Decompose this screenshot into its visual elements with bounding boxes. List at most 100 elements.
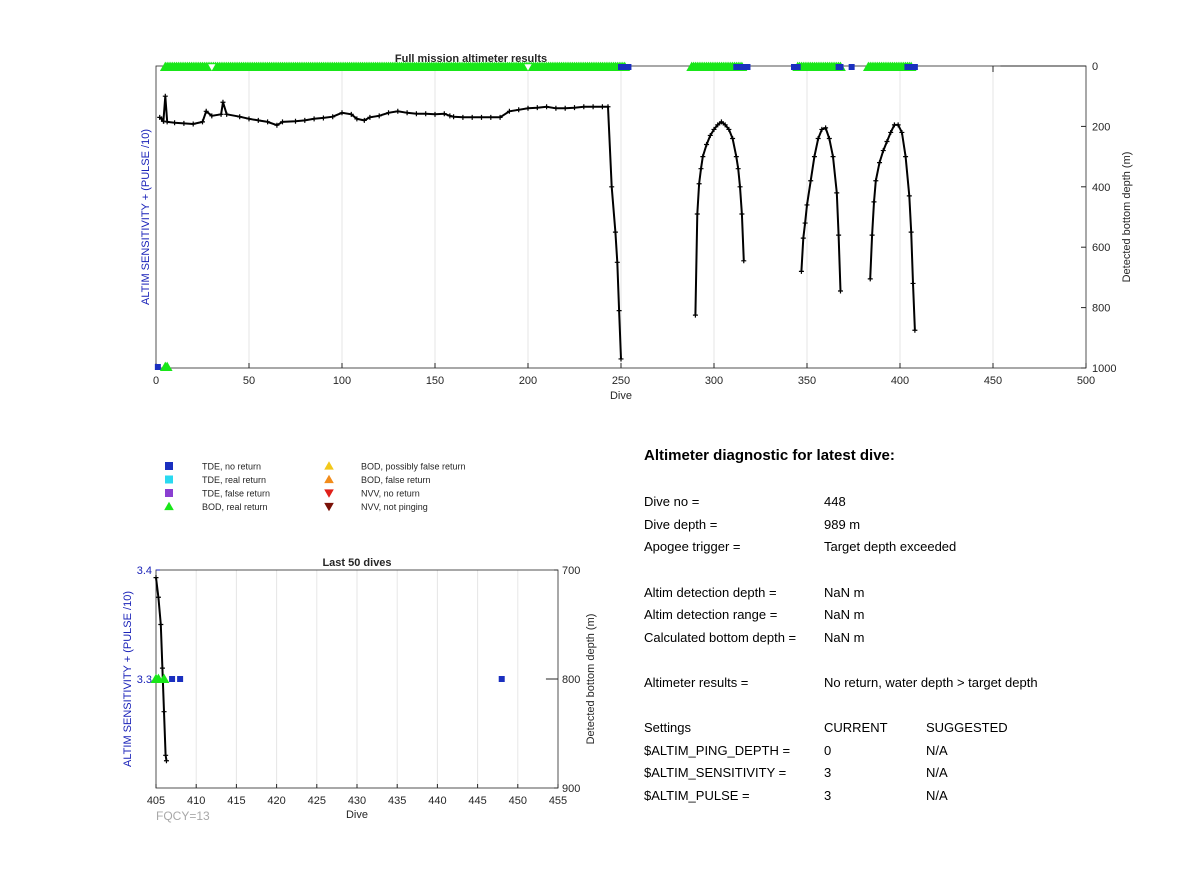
depth-point-marker <box>804 202 810 208</box>
depth-point-marker <box>413 111 419 117</box>
x-axis-label: Dive <box>610 390 632 402</box>
depth-point-marker <box>869 232 875 238</box>
x-tick-label: 445 <box>468 795 486 807</box>
x-tick-label: 425 <box>308 795 326 807</box>
depth-point-marker <box>895 122 901 128</box>
depth-series-line <box>800 126 842 292</box>
depth-point-marker <box>823 125 829 131</box>
depth-point-marker <box>739 211 745 217</box>
legend-marker <box>324 489 334 498</box>
calculated-bottom-depth-label: Calculated bottom depth = <box>644 630 797 645</box>
depth-point-marker <box>534 105 540 111</box>
y-left-tick-label: 3.3 <box>137 674 152 686</box>
depth-point-marker <box>826 135 832 141</box>
depth-point-marker <box>704 142 710 148</box>
dive-depth-value: 989 m <box>824 517 861 532</box>
depth-point-marker <box>873 178 879 184</box>
depth-point-marker <box>735 166 741 172</box>
depth-point-marker <box>544 104 550 110</box>
depth-point-marker <box>163 752 169 758</box>
depth-point-marker <box>562 105 568 111</box>
altimeter-results-value: No return, water depth > target depth <box>824 675 1038 690</box>
depth-point-marker <box>279 119 285 125</box>
depth-point-marker <box>733 154 739 160</box>
last-50-dives-chart: 405 410 415 420 425 430 435 440 445 450 455 Dive 700… <box>122 557 597 821</box>
x-tick-label: 50 <box>243 375 255 387</box>
depth-point-marker <box>451 114 457 120</box>
x-axis-label: Dive <box>346 809 368 821</box>
y-left-tick-label: 3.4 <box>137 565 152 577</box>
depth-point-marker <box>404 110 410 116</box>
depth-point-marker <box>469 114 475 120</box>
depth-point-marker <box>694 211 700 217</box>
depth-point-marker <box>612 229 618 235</box>
nvv-gap-marker <box>524 64 532 71</box>
depth-point-marker <box>423 111 429 117</box>
altim-detection-range-value: NaN m <box>824 607 865 622</box>
depth-point-marker <box>692 312 698 318</box>
tde-no-return-marker <box>911 64 918 70</box>
settings-header-label: Settings <box>644 720 691 735</box>
depth-point-marker <box>906 193 912 199</box>
depth-point-marker <box>908 229 914 235</box>
y-right-tick-label: 800 <box>562 674 580 686</box>
setting-sensitivity-suggested: N/A <box>926 765 948 780</box>
depth-point-marker <box>220 99 226 105</box>
depth-point-marker <box>311 116 317 122</box>
legend-label: TDE, false return <box>202 489 270 499</box>
x-tick-label: 300 <box>705 375 723 387</box>
depth-point-marker <box>715 122 721 128</box>
depth-point-marker <box>293 118 298 124</box>
legend-label: TDE, no return <box>202 462 261 472</box>
y-left-axis-label: ALTIM SENSITIVITY + (PULSE /10) <box>122 591 134 767</box>
depth-point-marker <box>836 232 842 238</box>
depth-series-line <box>159 96 622 359</box>
legend-marker <box>165 462 173 470</box>
x-tick-label: 435 <box>388 795 406 807</box>
x-tick-label: 440 <box>428 795 446 807</box>
y-right-tick-label: 600 <box>1092 242 1110 254</box>
depth-point-marker <box>153 575 159 581</box>
legend-marker <box>324 502 334 512</box>
depth-point-marker <box>599 104 605 110</box>
diagnostic-panel: Altimeter diagnostic for latest dive: Di… <box>644 0 1164 885</box>
depth-point-marker <box>698 166 704 172</box>
depth-point-marker <box>386 110 391 116</box>
x-tick-label: 250 <box>612 375 630 387</box>
depth-point-marker <box>730 135 736 141</box>
depth-point-marker <box>700 154 706 160</box>
setting-sensitivity-label: $ALTIM_SENSITIVITY = <box>644 765 787 780</box>
diagnostic-title: Altimeter diagnostic for latest dive: <box>644 447 895 464</box>
fqcy-note: FQCY=13 <box>156 809 210 823</box>
y-right-tick-label: 200 <box>1092 121 1110 133</box>
depth-point-marker <box>819 126 825 132</box>
legend-marker <box>324 461 334 470</box>
tde-no-return-marker <box>177 676 184 682</box>
x-tick-label: 450 <box>509 795 527 807</box>
depth-point-marker <box>899 129 905 135</box>
depth-point-marker <box>159 665 165 671</box>
y-left-axis-label: ALTIM SENSITIVITY + (PULSE /10) <box>140 129 152 305</box>
depth-point-marker <box>172 120 178 126</box>
depth-point-marker <box>497 114 503 120</box>
depth-point-marker <box>162 93 168 99</box>
depth-point-marker <box>800 235 806 241</box>
nvv-gap-marker <box>208 64 216 71</box>
legend: TDE, no return TDE, real return TDE, false… <box>164 461 466 512</box>
depth-point-marker <box>395 108 401 114</box>
x-tick-label: 405 <box>147 795 165 807</box>
tde-no-return-marker <box>498 676 505 682</box>
depth-point-marker <box>447 113 453 119</box>
depth-point-marker <box>218 111 224 117</box>
y-right-tick-label: 800 <box>1092 303 1110 315</box>
dive-no-label: Dive no = <box>644 494 700 509</box>
depth-point-marker <box>830 154 836 160</box>
setting-ping-depth-label: $ALTIM_PING_DEPTH = <box>644 743 791 758</box>
legend-label: BOD, false return <box>361 475 431 485</box>
depth-point-marker <box>711 126 717 132</box>
tde-no-return-marker <box>169 676 176 682</box>
x-tick-label: 430 <box>348 795 366 807</box>
depth-point-marker <box>888 129 894 135</box>
depth-point-marker <box>877 160 883 166</box>
